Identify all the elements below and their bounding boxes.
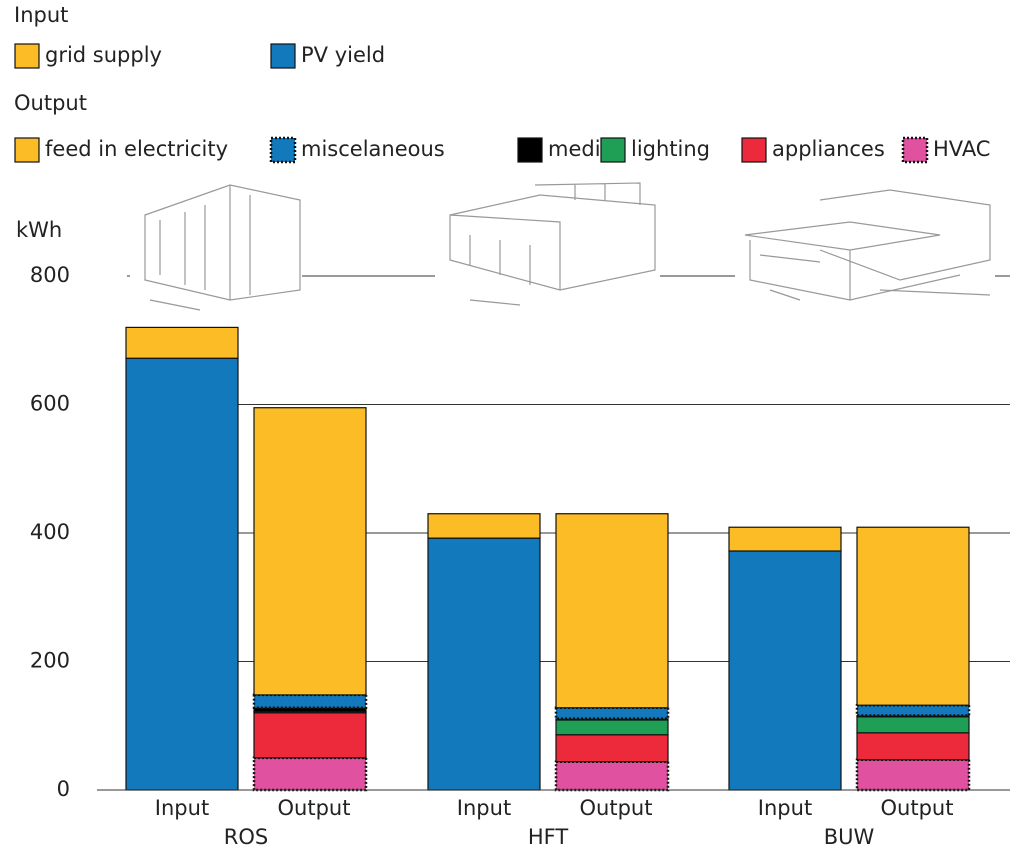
bar-segment <box>555 513 669 709</box>
legend-title: Output <box>14 91 87 115</box>
y-tick-label: 0 <box>57 777 70 801</box>
legend-label: miscelaneous <box>301 137 445 161</box>
bar-segment <box>855 758 971 792</box>
legend-label: appliances <box>772 137 885 161</box>
group-label: HFT <box>528 825 569 849</box>
x-tick-label: Output <box>881 796 954 820</box>
x-tick-label: Input <box>457 796 511 820</box>
bar-segment <box>252 693 368 710</box>
legend-swatch <box>901 136 929 164</box>
x-tick-label: Input <box>155 796 209 820</box>
group-label: BUW <box>824 825 875 849</box>
sketch-ros <box>130 180 302 315</box>
bar-segment <box>855 703 971 717</box>
legend-label: PV yield <box>301 43 385 67</box>
y-tick-label: 800 <box>30 263 70 287</box>
sketches <box>130 180 995 315</box>
bar-segment <box>125 357 239 791</box>
sketch-hft <box>435 180 660 310</box>
bar-segment <box>253 712 367 759</box>
bar-segment <box>728 526 842 552</box>
legend-swatch <box>600 137 626 163</box>
bar-segment <box>856 526 970 706</box>
y-tick-label: 600 <box>30 392 70 416</box>
bar-segment <box>252 756 368 792</box>
sketch-lines <box>144 184 301 311</box>
legend-swatch <box>270 43 296 69</box>
bar-segment <box>856 732 970 761</box>
bar-segment <box>555 719 669 736</box>
legend-label: feed in electricity <box>45 137 228 161</box>
bar-segment <box>427 537 541 791</box>
legend-swatch <box>14 137 40 163</box>
x-tick-label: Input <box>758 796 812 820</box>
bar-segment <box>856 716 970 734</box>
bar-segment <box>554 706 670 720</box>
legend-label: lighting <box>631 137 710 161</box>
sketch-lines <box>744 189 991 301</box>
bar-segment <box>427 513 541 539</box>
sketch-lines <box>449 182 656 306</box>
bar-segment <box>253 407 367 696</box>
bar-segment <box>555 734 669 763</box>
y-tick-label: 200 <box>30 649 70 673</box>
legend-label: grid supply <box>45 43 162 67</box>
bar-segment <box>728 550 842 791</box>
group-label: ROS <box>224 825 268 849</box>
legend-swatch <box>741 137 767 163</box>
legend-swatch <box>269 136 297 164</box>
x-tick-label: Output <box>278 796 351 820</box>
legend-swatch <box>14 43 40 69</box>
legend-label: HVAC <box>933 137 990 161</box>
bar-segment <box>554 760 670 792</box>
legend-title: Input <box>14 3 68 27</box>
legend-swatch <box>517 137 543 163</box>
x-tick-label: Output <box>580 796 653 820</box>
bar-segment <box>125 326 239 359</box>
y-tick-label: 400 <box>30 520 70 544</box>
bar-segment <box>555 718 669 721</box>
bars <box>125 326 971 792</box>
y-axis-label: kWh <box>16 218 62 242</box>
